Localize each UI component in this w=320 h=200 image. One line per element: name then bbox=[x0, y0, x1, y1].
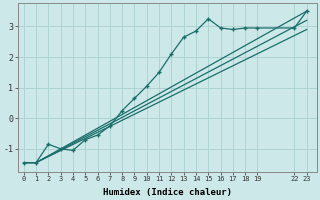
X-axis label: Humidex (Indice chaleur): Humidex (Indice chaleur) bbox=[103, 188, 232, 197]
